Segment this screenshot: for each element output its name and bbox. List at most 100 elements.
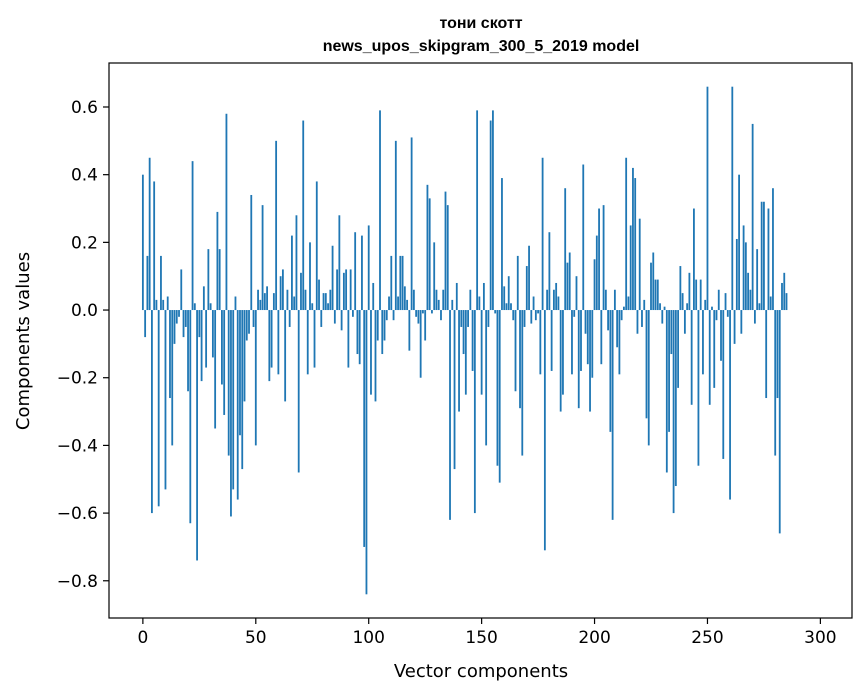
- bar-155: [492, 110, 494, 311]
- bar-122: [417, 310, 420, 324]
- bar-215: [627, 296, 630, 311]
- bar-167: [519, 310, 521, 409]
- bar-12: [169, 310, 171, 399]
- bar-269: [749, 289, 752, 311]
- bar-75: [311, 303, 314, 311]
- bar-45: [243, 310, 246, 402]
- y-tick-label: 0.2: [71, 233, 98, 253]
- bar-274: [760, 201, 763, 311]
- bar-190: [571, 310, 573, 375]
- bar-82: [327, 303, 329, 311]
- bar-110: [390, 255, 393, 311]
- y-axis-ticks: −0.8 −0.6 −0.4 −0.2 0.0 0.2 0.4 0.6: [57, 98, 109, 592]
- bar-173: [532, 296, 535, 311]
- bar-119: [410, 137, 413, 311]
- bar-247: [699, 279, 702, 311]
- bar-277: [767, 208, 770, 311]
- bar-199: [591, 310, 594, 378]
- bar-271: [753, 310, 756, 324]
- bar-245: [695, 279, 698, 311]
- bar-62: [281, 269, 284, 311]
- bar-21: [189, 310, 192, 524]
- bar-9: [162, 299, 165, 311]
- bar-127: [428, 198, 431, 311]
- bar-67: [293, 296, 296, 311]
- bar-56: [268, 310, 271, 382]
- x-axis-ticks: 0 50 100 150 200 250 300: [137, 618, 837, 648]
- bar-129: [433, 242, 436, 311]
- bar-195: [582, 164, 585, 311]
- bar-96: [358, 310, 361, 365]
- bar-276: [765, 310, 768, 399]
- bar-258: [724, 293, 727, 311]
- bar-81: [324, 293, 327, 311]
- bar-143: [464, 310, 467, 395]
- bar-54: [263, 293, 266, 311]
- bar-33: [216, 211, 219, 311]
- bar-141: [460, 310, 463, 327]
- x-tick-label: 200: [578, 628, 610, 648]
- bar-34: [218, 249, 221, 311]
- bar-57: [270, 310, 273, 368]
- bar-1: [144, 310, 147, 338]
- bar-3: [148, 157, 151, 311]
- bar-179: [546, 289, 549, 311]
- bar-120: [412, 289, 415, 311]
- bar-10: [164, 310, 167, 490]
- bar-157: [496, 310, 499, 466]
- bar-22: [191, 161, 194, 311]
- bar-227: [654, 279, 657, 311]
- bar-152: [485, 310, 488, 446]
- bar-224: [647, 310, 650, 446]
- bar-100: [367, 225, 370, 311]
- bar-115: [401, 255, 404, 311]
- bar-137: [451, 299, 454, 311]
- bar-112: [394, 140, 397, 311]
- bar-138: [453, 310, 456, 470]
- bar-73: [306, 310, 309, 375]
- bar-17: [180, 269, 183, 311]
- bar-48: [250, 194, 253, 311]
- bar-51: [257, 289, 259, 311]
- bar-241: [686, 303, 689, 311]
- bar-223: [645, 310, 648, 419]
- bar-174: [534, 310, 537, 321]
- bar-278: [769, 296, 772, 311]
- bar-169: [523, 310, 526, 327]
- bar-124: [422, 310, 424, 314]
- bar-264: [738, 174, 740, 311]
- bar-254: [715, 310, 718, 321]
- bar-178: [543, 310, 546, 551]
- bar-64: [286, 289, 289, 311]
- bar-30: [209, 303, 212, 311]
- bar-217: [632, 167, 634, 311]
- bar-184: [557, 296, 560, 311]
- bar-28: [205, 310, 208, 368]
- bar-84: [331, 245, 334, 311]
- bar-52: [259, 299, 262, 311]
- bar-210: [616, 310, 619, 348]
- bar-230: [661, 310, 664, 324]
- bar-201: [595, 235, 598, 311]
- bar-63: [284, 310, 287, 402]
- x-tick-label: 50: [245, 628, 267, 648]
- bar-128: [431, 310, 433, 314]
- bar-280: [774, 310, 777, 456]
- bar-176: [539, 310, 542, 375]
- y-tick-label: 0.0: [71, 301, 98, 321]
- bar-77: [315, 181, 318, 311]
- bar-233: [668, 310, 670, 432]
- x-tick-label: 150: [465, 628, 497, 648]
- bar-200: [593, 259, 596, 311]
- bar-4: [151, 310, 153, 514]
- bar-259: [726, 310, 729, 317]
- bar-282: [778, 310, 781, 534]
- bar-70: [300, 272, 302, 311]
- bar-203: [600, 310, 603, 365]
- bar-242: [688, 272, 691, 311]
- bar-50: [254, 310, 257, 446]
- bar-123: [419, 310, 422, 378]
- bar-59: [275, 140, 278, 311]
- plot-frame: [108, 62, 853, 619]
- bar-85: [333, 310, 336, 324]
